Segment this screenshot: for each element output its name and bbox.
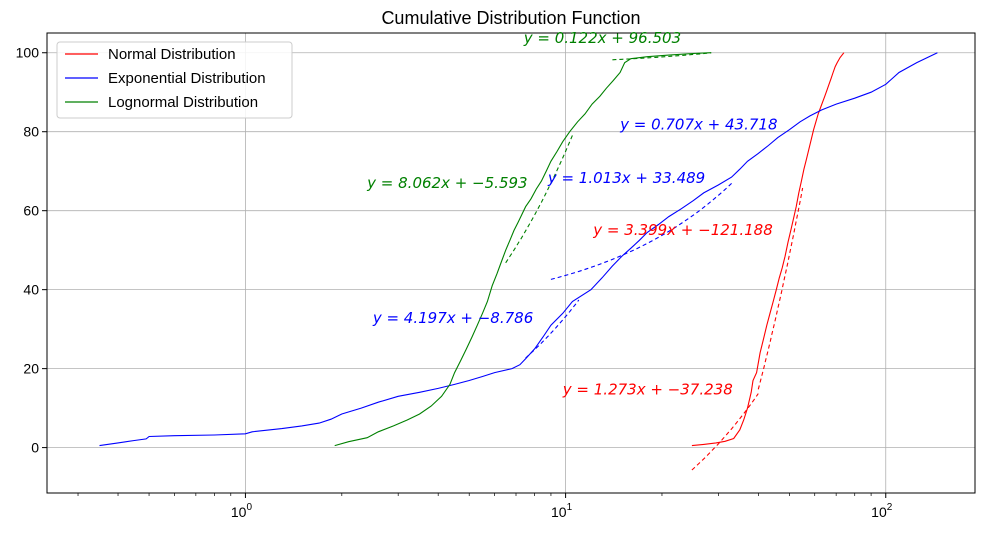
fit-line [525,299,580,359]
legend-label: Exponential Distribution [108,70,266,87]
legend-label: Lognormal Distribution [108,94,258,111]
y-tick-label: 80 [23,124,39,140]
fit-line [757,187,804,390]
fit-equation-label: y = 4.197x + −8.786 [372,309,533,327]
fit-equation-label: y = 0.122x + 96.503 [523,29,681,47]
fit-line [550,182,732,280]
axis-ticks: 0 20 40 60 80 100 100 101 102 [16,45,893,520]
fit-equation-label: y = 3.399x + −121.188 [592,221,773,239]
legend: Normal Distribution Exponential Distribut… [56,41,293,119]
fit-equation-label: y = 8.062x + −5.593 [366,174,527,192]
fit-line [612,52,712,61]
fit-equation-label: y = 1.273x + −37.238 [562,380,733,398]
series-line [99,52,938,447]
x-tick-label: 100 [231,502,253,520]
series-lines [99,52,938,447]
y-tick-label: 40 [23,282,39,298]
y-tick-label: 100 [16,45,40,61]
fit-equation-label: y = 1.013x + 33.489 [547,169,705,187]
y-tick-label: 20 [23,361,39,377]
series-line [334,52,712,447]
legend-frame [56,41,293,119]
fit-line [691,393,759,471]
annotations: y = 0.122x + 96.503 y = 0.707x + 43.718 y … [366,29,777,398]
chart-title: Cumulative Distribution Function [381,8,640,28]
fit-lines [505,52,804,471]
fit-line [505,135,573,264]
y-tick-label: 60 [23,203,39,219]
x-tick-label: 101 [551,502,573,520]
y-tick-label: 0 [31,440,39,456]
plot-frame [46,32,976,494]
series-line [691,52,845,447]
x-tick-label: 102 [871,502,893,520]
fit-equation-label: y = 0.707x + 43.718 [619,116,777,134]
legend-label: Normal Distribution [108,46,236,63]
